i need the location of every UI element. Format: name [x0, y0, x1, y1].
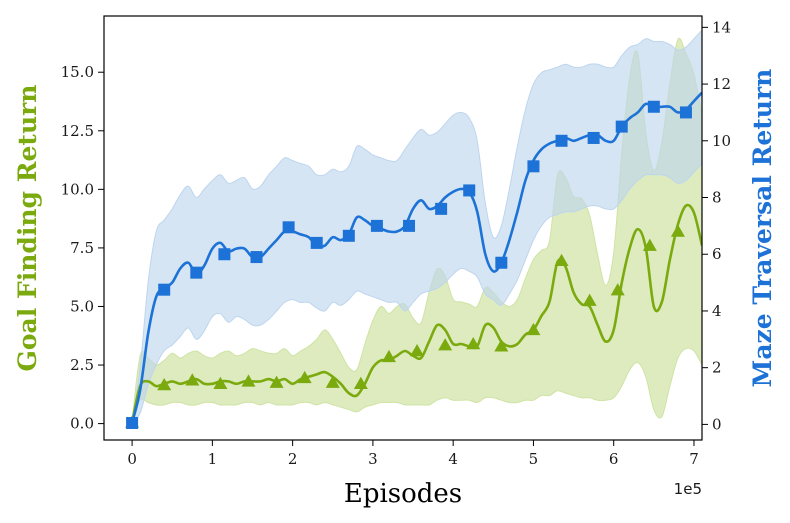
- right-y-tick-label: 14: [712, 18, 731, 36]
- series-line-0: [130, 203, 702, 423]
- square-marker: [218, 248, 231, 261]
- triangle-marker: [381, 349, 396, 363]
- square-marker: [435, 202, 448, 215]
- square-marker: [190, 266, 203, 279]
- x-tick-label: 4: [448, 450, 458, 468]
- left-y-tick-label: 10.0: [61, 180, 94, 198]
- triangle-marker: [325, 375, 340, 388]
- x-tick-label: 2: [288, 450, 298, 468]
- triangle-marker: [526, 322, 541, 336]
- square-marker: [495, 256, 508, 269]
- left-y-tick-label: 12.5: [61, 122, 94, 140]
- left-y-tick-label: 0.0: [70, 415, 94, 433]
- confidence-bands: [131, 29, 702, 427]
- triangle-marker: [297, 370, 312, 384]
- square-marker: [250, 251, 263, 264]
- triangle-marker: [241, 374, 256, 387]
- triangle-marker: [610, 283, 625, 296]
- x-tick-label: 6: [609, 450, 619, 468]
- square-marker: [679, 106, 692, 119]
- square-marker: [126, 416, 139, 429]
- square-marker: [587, 131, 600, 144]
- x-tick-label: 3: [368, 450, 378, 468]
- triangle-marker: [494, 339, 509, 352]
- right-y-tick-label: 10: [712, 132, 731, 150]
- square-marker: [158, 283, 171, 296]
- x-tick-label: 7: [689, 450, 699, 468]
- x-tick-label: 0: [127, 450, 137, 468]
- triangle-marker: [269, 375, 284, 388]
- square-marker: [555, 134, 568, 147]
- triangle-marker: [642, 238, 657, 251]
- triangle-marker: [410, 343, 425, 357]
- series-markers: [125, 100, 692, 429]
- left-y-tick-label: 7.5: [70, 239, 94, 257]
- plot-frame: [103, 15, 703, 441]
- square-marker: [463, 184, 476, 197]
- triangle-marker: [353, 376, 368, 390]
- square-marker: [615, 120, 628, 133]
- triangle-marker: [554, 253, 569, 267]
- right-y-axis-label: Maze Traversal Return: [748, 69, 777, 388]
- left-y-tick-label: 5.0: [70, 297, 94, 315]
- x-tick-label: 1: [208, 450, 218, 468]
- triangle-marker: [213, 376, 228, 390]
- x-axis-label: Episodes: [344, 479, 462, 509]
- square-marker: [647, 100, 660, 113]
- right-y-tick-label: 2: [712, 359, 722, 377]
- right-y-tick-label: 4: [712, 302, 722, 320]
- square-marker: [342, 229, 355, 242]
- triangle-marker: [185, 373, 200, 386]
- triangle-marker: [582, 293, 597, 306]
- left-y-axis-ticks: 0.0 2.5 5.0 7.5 10.0 12.5 15.0: [61, 63, 104, 433]
- square-marker: [282, 221, 295, 234]
- triangle-marker: [670, 224, 685, 237]
- left-y-axis-label: Goal Finding Return: [13, 85, 42, 372]
- triangle-marker: [157, 377, 172, 391]
- confidence-band-1: [131, 29, 702, 427]
- x-axis-ticks: 0 1 2 3 4 5 6 7: [127, 440, 699, 468]
- x-tick-label: 5: [529, 450, 539, 468]
- square-marker: [370, 219, 383, 232]
- right-y-tick-label: 8: [712, 189, 722, 207]
- triangle-marker: [466, 336, 481, 350]
- left-y-tick-label: 15.0: [61, 63, 94, 81]
- square-marker: [403, 219, 416, 232]
- right-y-tick-label: 0: [712, 415, 722, 433]
- triangle-marker: [438, 338, 453, 351]
- right-y-tick-label: 6: [712, 245, 722, 263]
- square-marker: [527, 160, 540, 173]
- right-y-axis-ticks: 0 2 4 6 8 10 12 14: [702, 18, 731, 433]
- right-y-tick-label: 12: [712, 75, 731, 93]
- left-y-tick-label: 2.5: [70, 356, 94, 374]
- square-marker: [310, 236, 323, 249]
- x-axis-multiplier: 1e5: [674, 480, 702, 498]
